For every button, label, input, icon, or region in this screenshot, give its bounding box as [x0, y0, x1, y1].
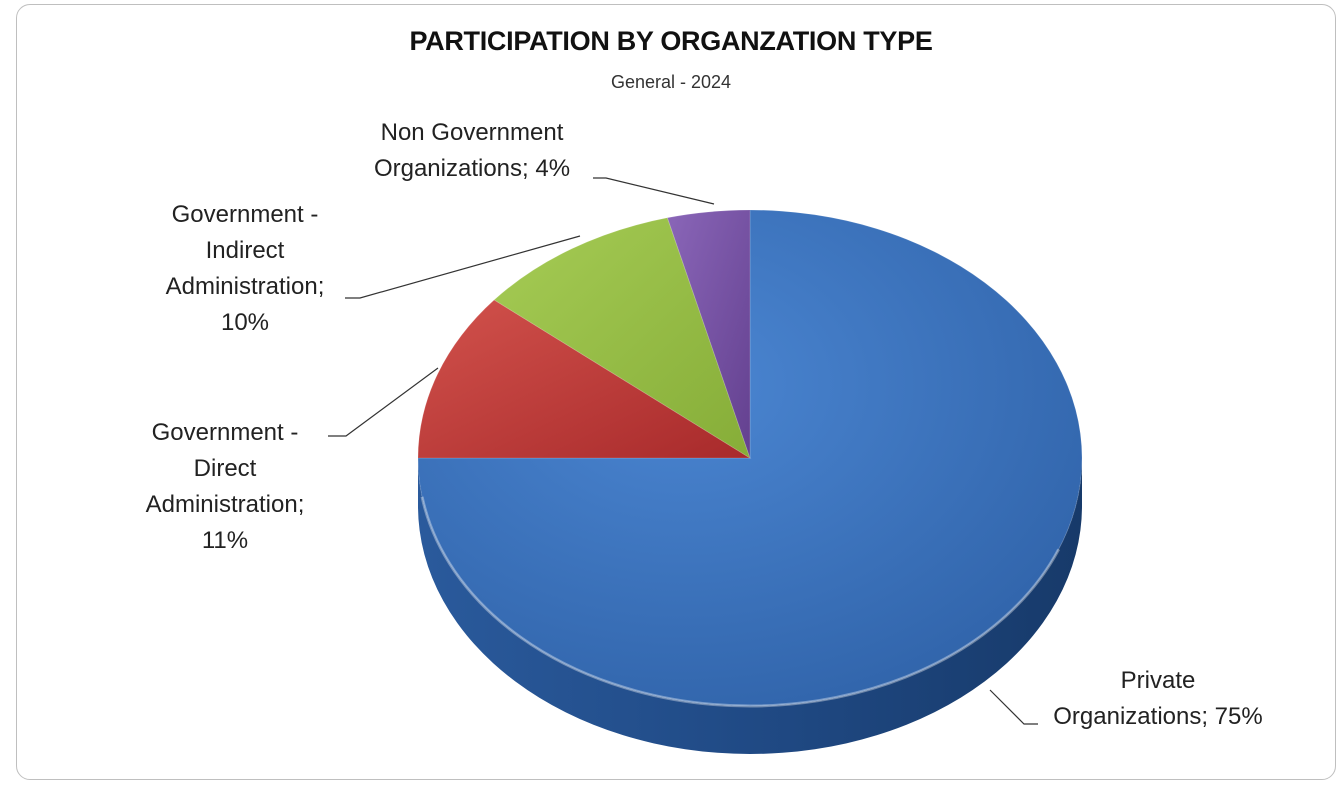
leader-line — [345, 235, 581, 299]
pie-rim-highlight — [420, 496, 1061, 708]
slice-label-line: Organizations; 4% — [374, 155, 570, 182]
pie-slice — [493, 217, 751, 460]
slice-label-line: Government - — [172, 201, 319, 228]
slice-label-line: Indirect — [206, 237, 285, 264]
leader-line — [593, 177, 715, 205]
chart-title: PARTICIPATION BY ORGANZATION TYPE — [409, 26, 933, 56]
slice-label-line: Government - — [152, 419, 299, 446]
slice-label-line: Private — [1121, 667, 1196, 694]
slice-label: Government - Indirect Administration; 10% — [166, 201, 325, 336]
slice-label-line: 11% — [202, 527, 248, 554]
slice-label-line: Organizations; 75% — [1053, 703, 1262, 730]
leader-line — [989, 689, 1038, 725]
slice-label-line: Administration; — [166, 273, 325, 300]
leader-line — [328, 367, 439, 437]
pie-slice — [666, 209, 751, 459]
slice-label-line: Direct — [194, 455, 257, 482]
pie-slice — [417, 209, 1083, 707]
slice-label-line: Administration; — [146, 491, 305, 518]
slice-label-line: 10% — [221, 309, 269, 336]
slice-label: Government - Direct Administration; 11% — [146, 419, 305, 554]
slice-label: Non Government Organizations; 4% — [374, 119, 570, 182]
slice-label-line: Non Government — [381, 119, 564, 146]
pie-side-wall — [418, 458, 1082, 754]
pie-slice — [417, 299, 752, 459]
chart-subtitle: General - 2024 — [610, 72, 732, 92]
slice-label: Private Organizations; 75% — [1053, 667, 1262, 730]
